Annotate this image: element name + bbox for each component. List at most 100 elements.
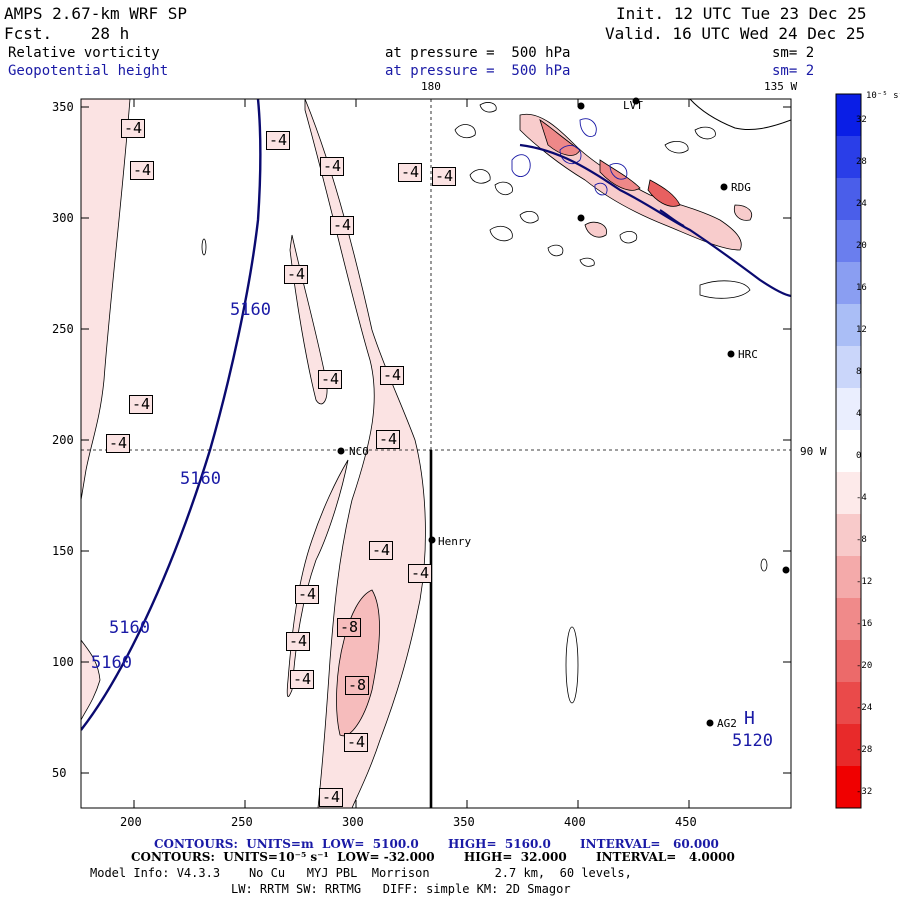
vorticity-contour-label: -4 — [432, 167, 457, 186]
field2-level: at pressure = 500 hPa — [385, 63, 571, 79]
vorticity-contour-label: -4 — [398, 163, 423, 182]
height-label: 5120 — [732, 731, 773, 751]
colorbar-swatch — [836, 388, 861, 431]
station-dot-lvt — [632, 97, 640, 105]
vorticity-contour-label: -4 — [344, 733, 369, 752]
colorbar-tick-label: 4 — [856, 409, 862, 419]
height-contour-info: CONTOURS: UNITS=m LOW= 5100.0 HIGH= 5160… — [154, 837, 719, 851]
vorticity-contour-label: -4 — [284, 265, 309, 284]
x-axis-ticks — [133, 99, 690, 808]
field1-name: Relative vorticity — [8, 45, 160, 61]
field1-smoothing: sm= 2 — [772, 45, 815, 61]
colorbar-tick-label: 24 — [856, 199, 867, 209]
vorticity-blob-small — [565, 626, 579, 704]
plot-frame — [80, 98, 792, 809]
vorticity-contour-label: -4 — [318, 370, 343, 389]
colorbar-tick-label: -4 — [856, 493, 867, 503]
coastal-vorticity-cluster — [454, 102, 752, 299]
coastal-blue-contours — [511, 118, 628, 196]
colorbar-swatch — [836, 178, 861, 221]
y-tick-label: 200 — [52, 433, 74, 447]
coastline-contour-2 — [659, 209, 685, 227]
colorbar-swatch — [836, 472, 861, 515]
vorticity-blob-right — [760, 558, 768, 572]
vorticity-band-left — [81, 99, 131, 501]
station-label-ag2: AG2 — [717, 717, 737, 730]
colorbar-swatch — [836, 136, 861, 179]
station-dot-henry — [428, 536, 436, 544]
vorticity-contour-label: -4 — [319, 788, 344, 807]
colorbar-tick-label: -32 — [856, 787, 873, 797]
colorbar-tick-label: 16 — [856, 283, 867, 293]
forecast-hour: Fcst. 28 h — [4, 24, 130, 43]
vorticity-contour-label: -4 — [376, 430, 401, 449]
station-dot-rdg — [720, 183, 728, 191]
x-tick-label: 250 — [231, 815, 253, 829]
colorbar-swatch — [836, 220, 861, 263]
colorbar-swatch — [836, 430, 861, 473]
x-tick-label: 450 — [675, 815, 697, 829]
colorbar-swatch — [836, 766, 861, 809]
height-label: 5160 — [180, 469, 221, 489]
vorticity-contour-label: -4 — [380, 366, 405, 385]
y-tick-label: 50 — [52, 766, 67, 780]
vorticity-contour-label: -4 — [408, 564, 433, 583]
colorbar-swatch — [836, 262, 861, 305]
x-tick-label: 350 — [453, 815, 475, 829]
colorbar-unit: 10⁻⁵ s⁻¹ — [866, 91, 900, 101]
colorbar-swatch — [836, 556, 861, 599]
vorticity-contour-info: CONTOURS: UNITS=10⁻⁵ s⁻¹ LOW= -32.000 HI… — [131, 850, 735, 864]
colorbar-tick-label: 28 — [856, 157, 867, 167]
colorbar-tick-label: -8 — [856, 535, 867, 545]
colorbar-tick-label: -28 — [856, 745, 873, 755]
station-dot-extra-2 — [782, 566, 790, 574]
vorticity-contour-label: -4 — [266, 131, 291, 150]
colorbar-swatch — [836, 640, 861, 683]
colorbar-swatch — [836, 682, 861, 725]
colorbar-swatch — [836, 304, 861, 347]
colorbar-tick-label: 12 — [856, 325, 867, 335]
colorbar-tick-label: 8 — [856, 367, 862, 377]
station-label-henry: Henry — [438, 535, 472, 548]
station-dot-hrc — [727, 350, 735, 358]
vorticity-contour-label: -4 — [369, 541, 394, 560]
colorbar-frame — [835, 93, 862, 809]
height-contour-5160-a — [81, 99, 262, 731]
colorbar-swatch — [836, 514, 861, 557]
vorticity-contour-label: -4 — [330, 216, 355, 235]
station-label-rdg: RDG — [731, 181, 751, 194]
colorbar-tick-label: 0 — [856, 451, 862, 461]
vorticity-band-left-lower — [81, 639, 101, 721]
meridian-label-180: 180 — [421, 80, 441, 93]
y-tick-label: 100 — [52, 655, 74, 669]
field1-level: at pressure = 500 hPa — [385, 45, 571, 61]
parallel-label-90w: 90 W — [800, 445, 827, 458]
colorbar-swatch — [836, 598, 861, 641]
meridian-label-135w: 135 W — [764, 80, 798, 93]
station-dot-extra-1 — [577, 214, 585, 222]
vorticity-contour-label: -4 — [286, 632, 311, 651]
height-label: 5160 — [109, 618, 150, 638]
high-pressure-marker: H — [744, 708, 755, 729]
station-label-hrc: HRC — [738, 348, 758, 361]
x-tick-label: 400 — [564, 815, 586, 829]
y-tick-label: 150 — [52, 544, 74, 558]
colorbar-tick-label: -12 — [856, 577, 873, 587]
station-dot-ag2 — [706, 719, 714, 727]
field2-name: Geopotential height — [8, 63, 169, 79]
colorbar-tick-label: -20 — [856, 661, 873, 671]
x-tick-label: 300 — [342, 815, 364, 829]
vorticity-contour-label: -8 — [345, 676, 370, 695]
colorbar-tick-label: 32 — [856, 115, 867, 125]
init-time: Init. 12 UTC Tue 23 Dec 25 — [616, 4, 867, 23]
land-outline — [689, 99, 791, 131]
colorbar-tick-label: -16 — [856, 619, 873, 629]
colorbar-swatch — [836, 724, 861, 767]
coastline-contour — [519, 143, 791, 298]
height-label: 5160 — [230, 300, 271, 320]
station-dots — [337, 97, 790, 727]
valid-time: Valid. 16 UTC Wed 24 Dec 25 — [605, 24, 866, 43]
height-label: 5160 — [91, 653, 132, 673]
vorticity-contour-label: -4 — [130, 161, 155, 180]
